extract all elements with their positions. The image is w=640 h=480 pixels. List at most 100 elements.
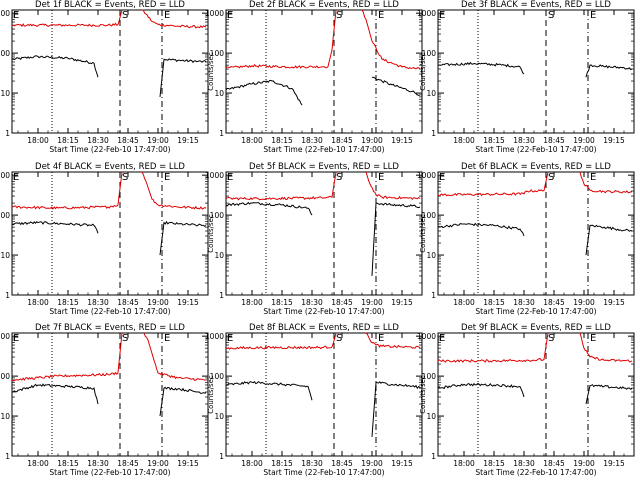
x-tick-label: 19:15 [603, 459, 625, 468]
x-tick-label: 18:15 [483, 459, 505, 468]
plot-frame [225, 332, 423, 457]
x-tick-label: 18:00 [241, 298, 263, 307]
y-tick-label: 1000 [0, 332, 10, 341]
y-axis-label: Counts/sec [419, 214, 427, 253]
y-tick-label: 10 [0, 251, 10, 260]
events-series-line-seg1 [11, 221, 99, 234]
y-tick-label: 100 [0, 372, 10, 381]
y-tick-label: 1 [5, 452, 10, 461]
y-tick-label: 10 [214, 251, 224, 260]
chart-title: Det 5f BLACK = Events, RED = LLD [249, 162, 399, 172]
y-tick-label: 1 [431, 129, 436, 138]
events-series-line-seg2 [585, 64, 633, 78]
marker-label-s: S [122, 172, 128, 183]
marker-label-e-end: E [378, 10, 384, 21]
events-series-line-seg1 [11, 383, 99, 405]
events-series-line-seg2 [159, 386, 207, 417]
y-tick-label: 100 [0, 211, 10, 220]
x-axis-label: Start Time (22-Feb-10 17:47:00) [475, 468, 596, 477]
plot-frame [437, 332, 635, 457]
chart-title: Det 4f BLACK = Events, RED = LLD [35, 162, 185, 172]
marker-label-e-start: E [227, 333, 233, 344]
x-tick-label: 19:00 [361, 298, 383, 307]
events-series-line-seg2 [371, 202, 421, 276]
x-tick-label: 18:30 [301, 298, 323, 307]
x-axis-label: Start Time (22-Feb-10 17:47:00) [475, 307, 596, 316]
y-tick-label: 10 [214, 412, 224, 421]
x-tick-label: 18:45 [117, 459, 139, 468]
marker-label-s: S [336, 10, 342, 21]
marker-label-s: S [548, 172, 554, 183]
y-tick-label: 1000 [205, 9, 224, 18]
plot-frame [225, 171, 423, 296]
x-tick-label: 19:15 [177, 136, 199, 145]
y-tick-label: 1 [431, 452, 436, 461]
events-series-line-seg2 [585, 224, 633, 256]
x-tick-label: 18:00 [241, 459, 263, 468]
chart-panel-3: Det 3f BLACK = Events, RED = LLD 1 10 100 10… [417, 0, 635, 154]
marker-label-s: S [548, 333, 554, 344]
lld-series-line-seg1 [12, 9, 123, 28]
events-series-line-seg1 [225, 380, 313, 401]
marker-label-s: S [548, 10, 554, 21]
x-tick-label: 19:00 [361, 459, 383, 468]
x-axis-label: Start Time (22-Feb-10 17:47:00) [263, 307, 384, 316]
x-tick-label: 18:45 [543, 298, 565, 307]
marker-label-s: S [336, 172, 342, 183]
x-tick-label: 18:45 [543, 459, 565, 468]
plot-frame [437, 9, 635, 134]
chart-title: Det 7f BLACK = Events, RED = LLD [35, 323, 185, 333]
chart-panel-1: Det 1f BLACK = Events, RED = LLD 1 10 100 10… [0, 0, 209, 154]
marker-label-e-end: E [378, 172, 384, 183]
y-axis-label: Counts/sec [0, 375, 1, 414]
lld-series-line-seg1 [437, 332, 549, 363]
plot-frame [11, 171, 209, 296]
y-tick-label: 1000 [205, 171, 224, 180]
x-tick-label: 18:15 [483, 136, 505, 145]
x-tick-label: 18:30 [301, 459, 323, 468]
y-tick-label: 10 [426, 251, 436, 260]
x-tick-label: 18:15 [271, 459, 293, 468]
x-tick-label: 18:45 [117, 136, 139, 145]
lld-series-line-seg1 [11, 332, 123, 382]
x-tick-label: 18:15 [271, 298, 293, 307]
y-tick-label: 100 [210, 49, 225, 58]
lld-series-line-seg1 [11, 171, 123, 210]
y-axis-label: Counts/sec [419, 375, 427, 414]
y-axis-label: Counts/sec [0, 52, 1, 91]
x-axis-label: Start Time (22-Feb-10 17:47:00) [475, 145, 596, 154]
x-tick-label: 18:45 [331, 298, 353, 307]
x-tick-label: 19:15 [391, 136, 413, 145]
x-tick-label: 19:15 [391, 298, 413, 307]
x-tick-label: 19:15 [177, 459, 199, 468]
x-tick-label: 19:00 [361, 136, 383, 145]
marker-label-s: S [122, 333, 128, 344]
x-tick-label: 19:15 [177, 298, 199, 307]
lld-series-line-seg2 [143, 332, 206, 381]
y-tick-label: 1000 [0, 9, 10, 18]
x-tick-label: 18:15 [57, 298, 79, 307]
marker-label-e-start: E [439, 10, 445, 21]
x-tick-label: 19:00 [573, 298, 595, 307]
x-tick-label: 18:15 [483, 298, 505, 307]
chart-panel-7: Det 7f BLACK = Events, RED = LLD 1 10 100 10… [0, 323, 209, 477]
x-tick-label: 18:00 [27, 136, 49, 145]
lld-series-line-seg2 [141, 171, 207, 210]
lld-series-line-seg2 [365, 171, 421, 201]
lld-series-line-seg1 [225, 332, 337, 350]
marker-label-e-end: E [590, 10, 596, 21]
chart-title: Det 8f BLACK = Events, RED = LLD [249, 323, 399, 333]
y-tick-label: 1 [5, 129, 10, 138]
events-series-line-seg1 [225, 201, 313, 216]
events-series-line-seg1 [437, 222, 525, 237]
y-tick-label: 10 [426, 89, 436, 98]
chart-panel-5: Det 5f BLACK = Events, RED = LLD 1 10 100 10… [205, 162, 423, 316]
x-tick-label: 19:00 [147, 136, 169, 145]
events-series-line-seg2 [371, 381, 421, 437]
x-axis-label: Start Time (22-Feb-10 17:47:00) [49, 307, 170, 316]
x-tick-label: 18:45 [331, 459, 353, 468]
lld-series-line-seg1 [225, 171, 337, 201]
x-axis-label: Start Time (22-Feb-10 17:47:00) [263, 468, 384, 477]
x-tick-label: 18:30 [513, 136, 535, 145]
marker-label-e-end: E [164, 172, 170, 183]
